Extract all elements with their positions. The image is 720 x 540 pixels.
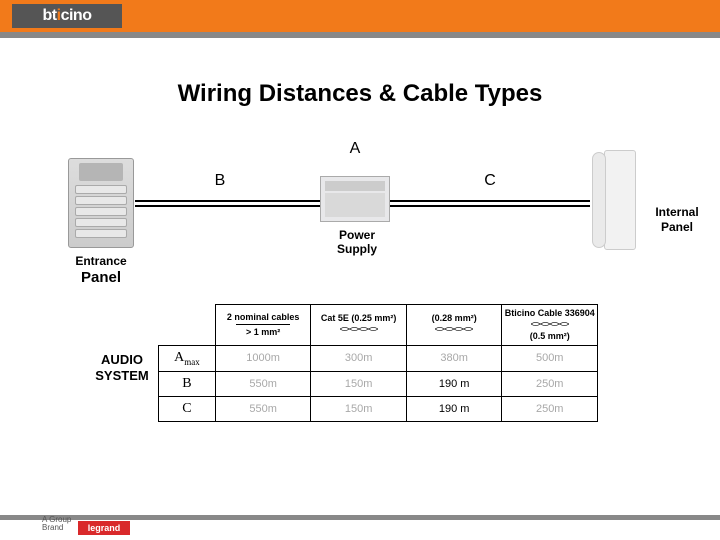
table-cell: 250m <box>502 371 598 396</box>
table-header: (0.28 mm²) <box>406 305 502 346</box>
internal-panel-label: Internal Panel <box>642 205 712 235</box>
power-supply-label: Power Supply <box>312 228 402 257</box>
brand-logo: bticino <box>12 4 122 28</box>
footer-group-bot: Brand <box>42 523 63 532</box>
internal-label-top: Internal <box>655 205 698 219</box>
internal-panel-graphic <box>590 150 638 254</box>
psu-label-bot: Supply <box>337 242 377 256</box>
table-row: Amax1000m300m380m500m <box>159 345 598 371</box>
table-cell: 150m <box>311 396 407 421</box>
table-cell: 250m <box>502 396 598 421</box>
table-cell: 300m <box>311 345 407 371</box>
audio-label-bot: SYSTEM <box>95 368 148 383</box>
entrance-panel-label: Entrance Panel <box>56 254 146 288</box>
entrance-label-top: Entrance <box>75 254 126 268</box>
table-cell: 1000m <box>215 345 311 371</box>
psu-label-top: Power <box>339 228 375 242</box>
table-cell: 150m <box>311 371 407 396</box>
audio-system-label: AUDIO SYSTEM <box>92 352 152 383</box>
audio-label-top: AUDIO <box>101 352 143 367</box>
wire-segment-b <box>135 200 320 202</box>
row-label: B <box>159 371 216 396</box>
table-cell: 550m <box>215 371 311 396</box>
segment-label-a: A <box>340 140 370 158</box>
page-title: Wiring Distances & Cable Types <box>0 80 720 108</box>
table-row: B550m150m190 m250m <box>159 371 598 396</box>
table-row: C550m150m190 m250m <box>159 396 598 421</box>
row-label: C <box>159 396 216 421</box>
footer-legrand-logo: legrand <box>78 521 130 535</box>
table-cell: 550m <box>215 396 311 421</box>
power-supply-graphic <box>320 176 390 222</box>
segment-label-b: B <box>210 172 230 190</box>
entrance-panel-graphic <box>68 158 134 248</box>
internal-label-bot: Panel <box>661 220 693 234</box>
wire-segment-c <box>390 200 590 202</box>
segment-label-c: C <box>480 172 500 190</box>
header-gray-bar <box>0 32 720 38</box>
entrance-label-bot: Panel <box>81 269 121 286</box>
table-cell: 190 m <box>406 396 502 421</box>
footer-group-text: A Group Brand <box>42 516 71 532</box>
distance-table: 2 nominal cables> 1 mm²Cat 5E (0.25 mm²)… <box>158 304 598 422</box>
table-cell: 190 m <box>406 371 502 396</box>
table-cell: 500m <box>502 345 598 371</box>
table-header: Bticino Cable 336904(0.5 mm²) <box>502 305 598 346</box>
table-cell: 380m <box>406 345 502 371</box>
row-label: Amax <box>159 345 216 371</box>
brand-logo-text: bticino <box>43 7 92 25</box>
table-header: Cat 5E (0.25 mm²) <box>311 305 407 346</box>
table-header: 2 nominal cables> 1 mm² <box>215 305 311 346</box>
